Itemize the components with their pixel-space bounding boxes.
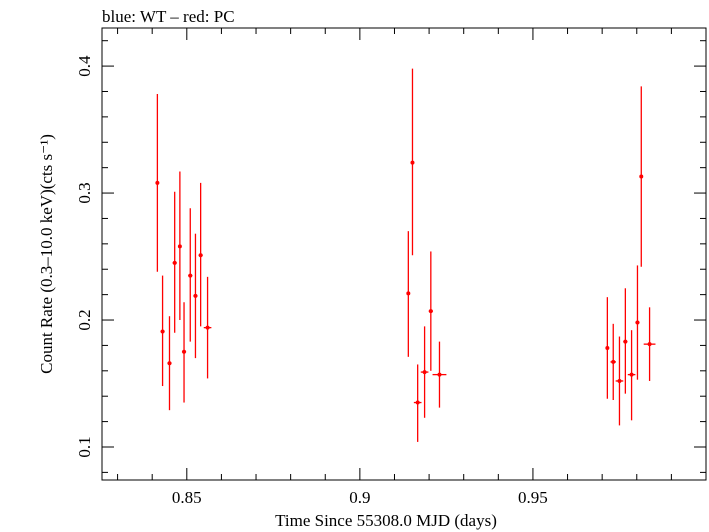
- y-tick-label: 0.1: [75, 436, 94, 457]
- data-point: [643, 307, 656, 381]
- data-points: [155, 68, 656, 442]
- point-marker: [155, 180, 160, 185]
- x-axis-label: Time Since 55308.0 MJD (days): [275, 511, 497, 530]
- data-point: [203, 276, 212, 379]
- point-marker: [605, 345, 610, 350]
- data-point: [615, 336, 624, 426]
- point-marker: [160, 329, 165, 334]
- point-marker: [422, 370, 427, 375]
- point-marker: [629, 372, 634, 377]
- data-point: [623, 288, 628, 394]
- point-marker: [617, 378, 622, 383]
- point-marker: [623, 339, 628, 344]
- chart-title: blue: WT – red: PC: [102, 7, 235, 26]
- data-point: [432, 341, 447, 408]
- y-tick-label: 0.3: [75, 182, 94, 203]
- data-point: [198, 182, 203, 327]
- point-marker: [639, 174, 644, 179]
- data-point: [177, 171, 182, 321]
- data-point: [639, 86, 644, 267]
- data-point: [410, 68, 415, 256]
- point-marker: [635, 320, 640, 325]
- point-marker: [406, 291, 411, 296]
- point-marker: [167, 361, 172, 366]
- y-tick-label: 0.2: [75, 309, 94, 330]
- data-point: [188, 208, 193, 342]
- x-tick-label: 0.9: [349, 488, 370, 507]
- data-point: [172, 191, 177, 333]
- data-point: [193, 233, 198, 359]
- x-tick-label: 0.85: [172, 488, 202, 507]
- point-marker: [428, 309, 433, 314]
- axis-ticks: 0.85 0.9 0.95 0.1 0.2 0.3 0.4: [75, 28, 707, 507]
- point-marker: [193, 293, 198, 298]
- point-marker: [177, 244, 182, 249]
- data-point: [610, 323, 617, 401]
- data-point: [406, 231, 411, 357]
- point-marker: [182, 349, 187, 354]
- data-point: [160, 275, 165, 387]
- y-tick-label: 0.4: [75, 55, 94, 77]
- point-marker: [410, 160, 415, 165]
- data-point: [428, 251, 433, 371]
- data-point: [605, 297, 610, 399]
- point-marker: [611, 359, 616, 364]
- data-point: [413, 364, 422, 442]
- y-axis-label: Count Rate (0.3–10.0 keV)(cts s⁻¹): [37, 134, 56, 374]
- data-point: [155, 94, 160, 272]
- data-point: [420, 326, 429, 418]
- data-point: [167, 316, 172, 411]
- point-marker: [647, 342, 652, 347]
- point-marker: [198, 253, 203, 258]
- point-marker: [188, 273, 193, 278]
- data-point: [181, 302, 187, 403]
- point-marker: [437, 372, 442, 377]
- point-marker: [172, 260, 177, 265]
- data-point: [627, 330, 636, 421]
- x-tick-label: 0.95: [518, 488, 548, 507]
- point-marker: [415, 400, 420, 405]
- plot-frame: [101, 27, 707, 481]
- point-marker: [205, 325, 210, 330]
- data-point: [635, 265, 640, 380]
